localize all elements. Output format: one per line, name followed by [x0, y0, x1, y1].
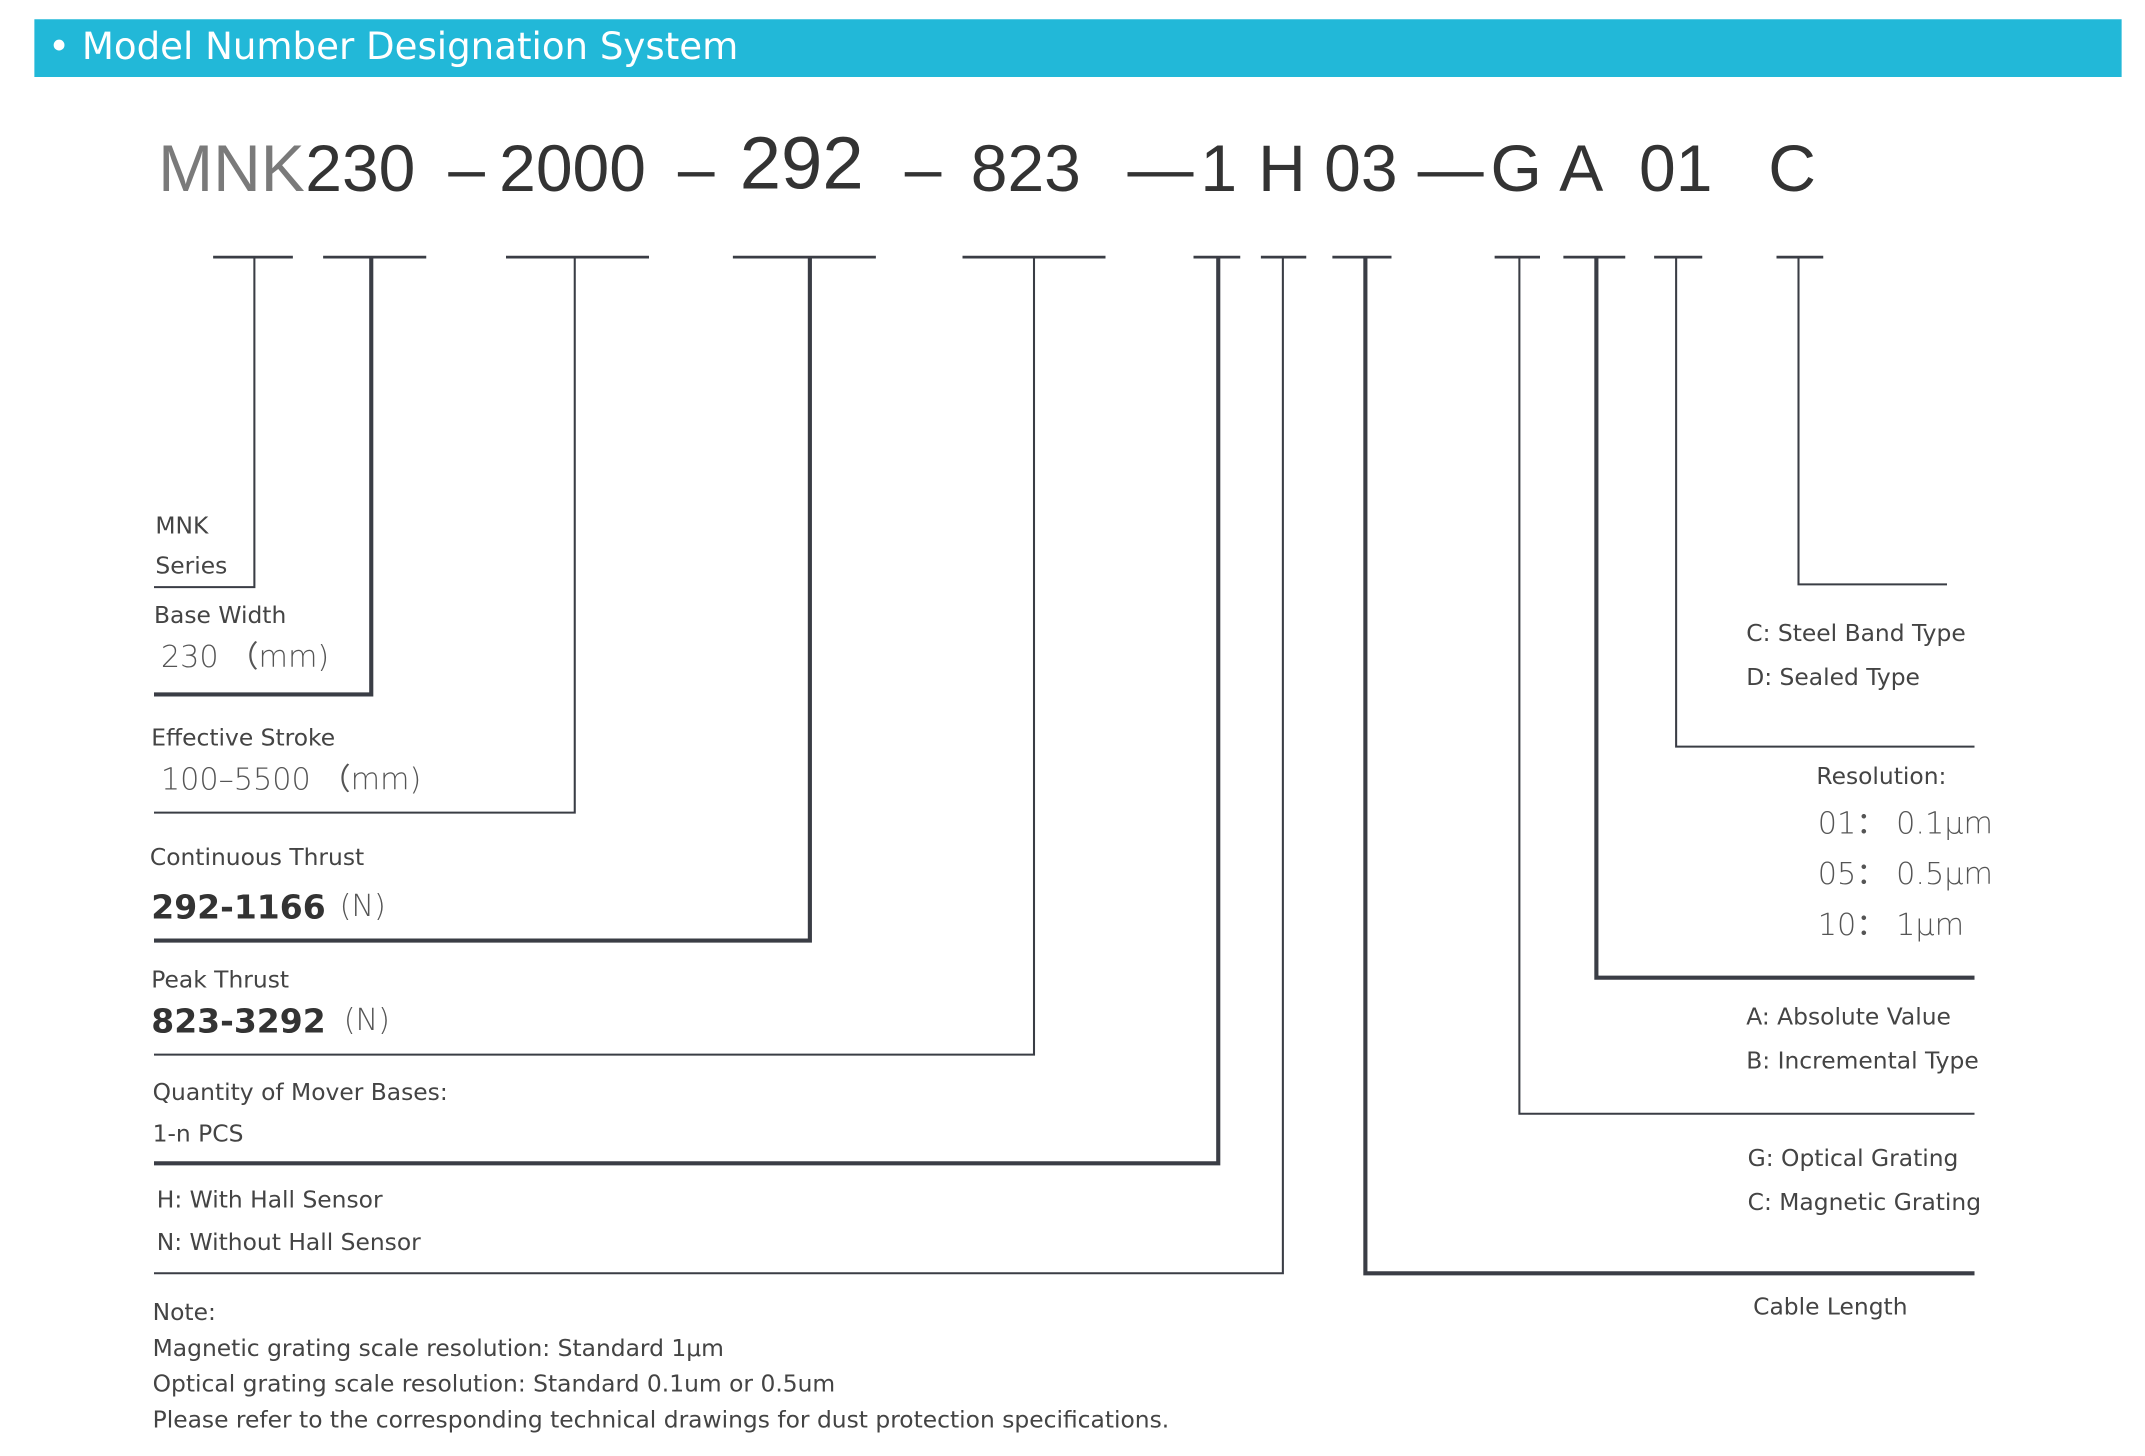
grating-option: G: Optical Grating [1747, 1145, 1959, 1173]
stroke-value: 100–5500 （mm) [160, 763, 422, 798]
header-title: • Model Number Designation System [48, 26, 739, 69]
resolution-option: 05： 0.5μm [1817, 858, 1993, 893]
resolution-label: Resolution: [1816, 763, 1947, 791]
leader-grating [1518, 257, 1975, 1115]
seal-option: C: Steel Band Type [1746, 620, 1966, 648]
note-line: Optical grating scale resolution: Standa… [152, 1370, 836, 1399]
cont-thrust-label: Continuous Thrust [149, 844, 365, 872]
leader-seal [1797, 257, 1947, 586]
code-width: 230 [305, 133, 416, 207]
code-grating: G [1490, 133, 1542, 207]
cable-length-label: Cable Length [1753, 1293, 1908, 1322]
note-title: Note: [152, 1299, 216, 1327]
leader-cable [1363, 257, 1975, 1276]
code-dash: – [904, 133, 942, 207]
leader-series [154, 257, 256, 589]
code-dash: — [1417, 133, 1484, 207]
seal-option: D: Sealed Type [1746, 664, 1920, 692]
leader-type [1594, 257, 1975, 980]
series-label: MNK [155, 512, 209, 541]
code-dash: – [448, 133, 485, 207]
code-res: 01 [1639, 133, 1713, 207]
code-cont: 292 [739, 122, 864, 205]
code-series: MNK [158, 133, 305, 207]
qty-label: Quantity of Mover Bases: [152, 1079, 448, 1107]
code-seal: C [1768, 133, 1816, 207]
leader-hall [154, 257, 1284, 1275]
code-type: A [1559, 133, 1604, 207]
stroke-label: Effective Stroke [151, 724, 336, 753]
qty-value: 1-n PCS [152, 1120, 244, 1149]
cont-thrust-unit: (N) [339, 889, 386, 924]
leader-qty [154, 257, 1221, 1166]
code-peak: 823 [970, 133, 1081, 207]
hall-option: N: Without Hall Sensor [156, 1229, 421, 1257]
code-dash: – [677, 133, 715, 207]
leader-stroke [154, 257, 576, 814]
note-line: Magnetic grating scale resolution: Stand… [152, 1335, 724, 1363]
peak-thrust-value: 823-3292 [151, 1002, 326, 1041]
leader-cont [154, 257, 812, 943]
resolution-option: 01： 0.1μm [1817, 807, 1993, 842]
hall-option: H: With Hall Sensor [156, 1186, 383, 1215]
series-label: Series [155, 552, 228, 581]
encoder-option: A: Absolute Value [1746, 1003, 1951, 1032]
grating-option: C: Magnetic Grating [1747, 1189, 1982, 1217]
base-width-value: 230 （mm) [160, 640, 330, 676]
note-line: Please refer to the corresponding techni… [152, 1406, 1170, 1435]
peak-thrust-unit: (N) [343, 1003, 390, 1039]
code-hall: H [1258, 133, 1306, 207]
base-width-label: Base Width [154, 602, 287, 630]
leader-res [1675, 257, 1975, 748]
code-stroke: 2000 [499, 133, 646, 207]
encoder-option: B: Incremental Type [1746, 1047, 1979, 1076]
peak-thrust-label: Peak Thrust [151, 966, 290, 995]
code-dash: — [1127, 133, 1194, 207]
code-cable: 03 [1324, 133, 1398, 207]
resolution-option: 10： 1μm [1817, 908, 1965, 944]
code-qty: 1 [1200, 133, 1238, 207]
leader-width [154, 257, 374, 697]
cont-thrust-value: 292-1166 [151, 888, 326, 927]
header-bar: • Model Number Designation System [34, 19, 2122, 77]
leader-peak [154, 257, 1036, 1056]
